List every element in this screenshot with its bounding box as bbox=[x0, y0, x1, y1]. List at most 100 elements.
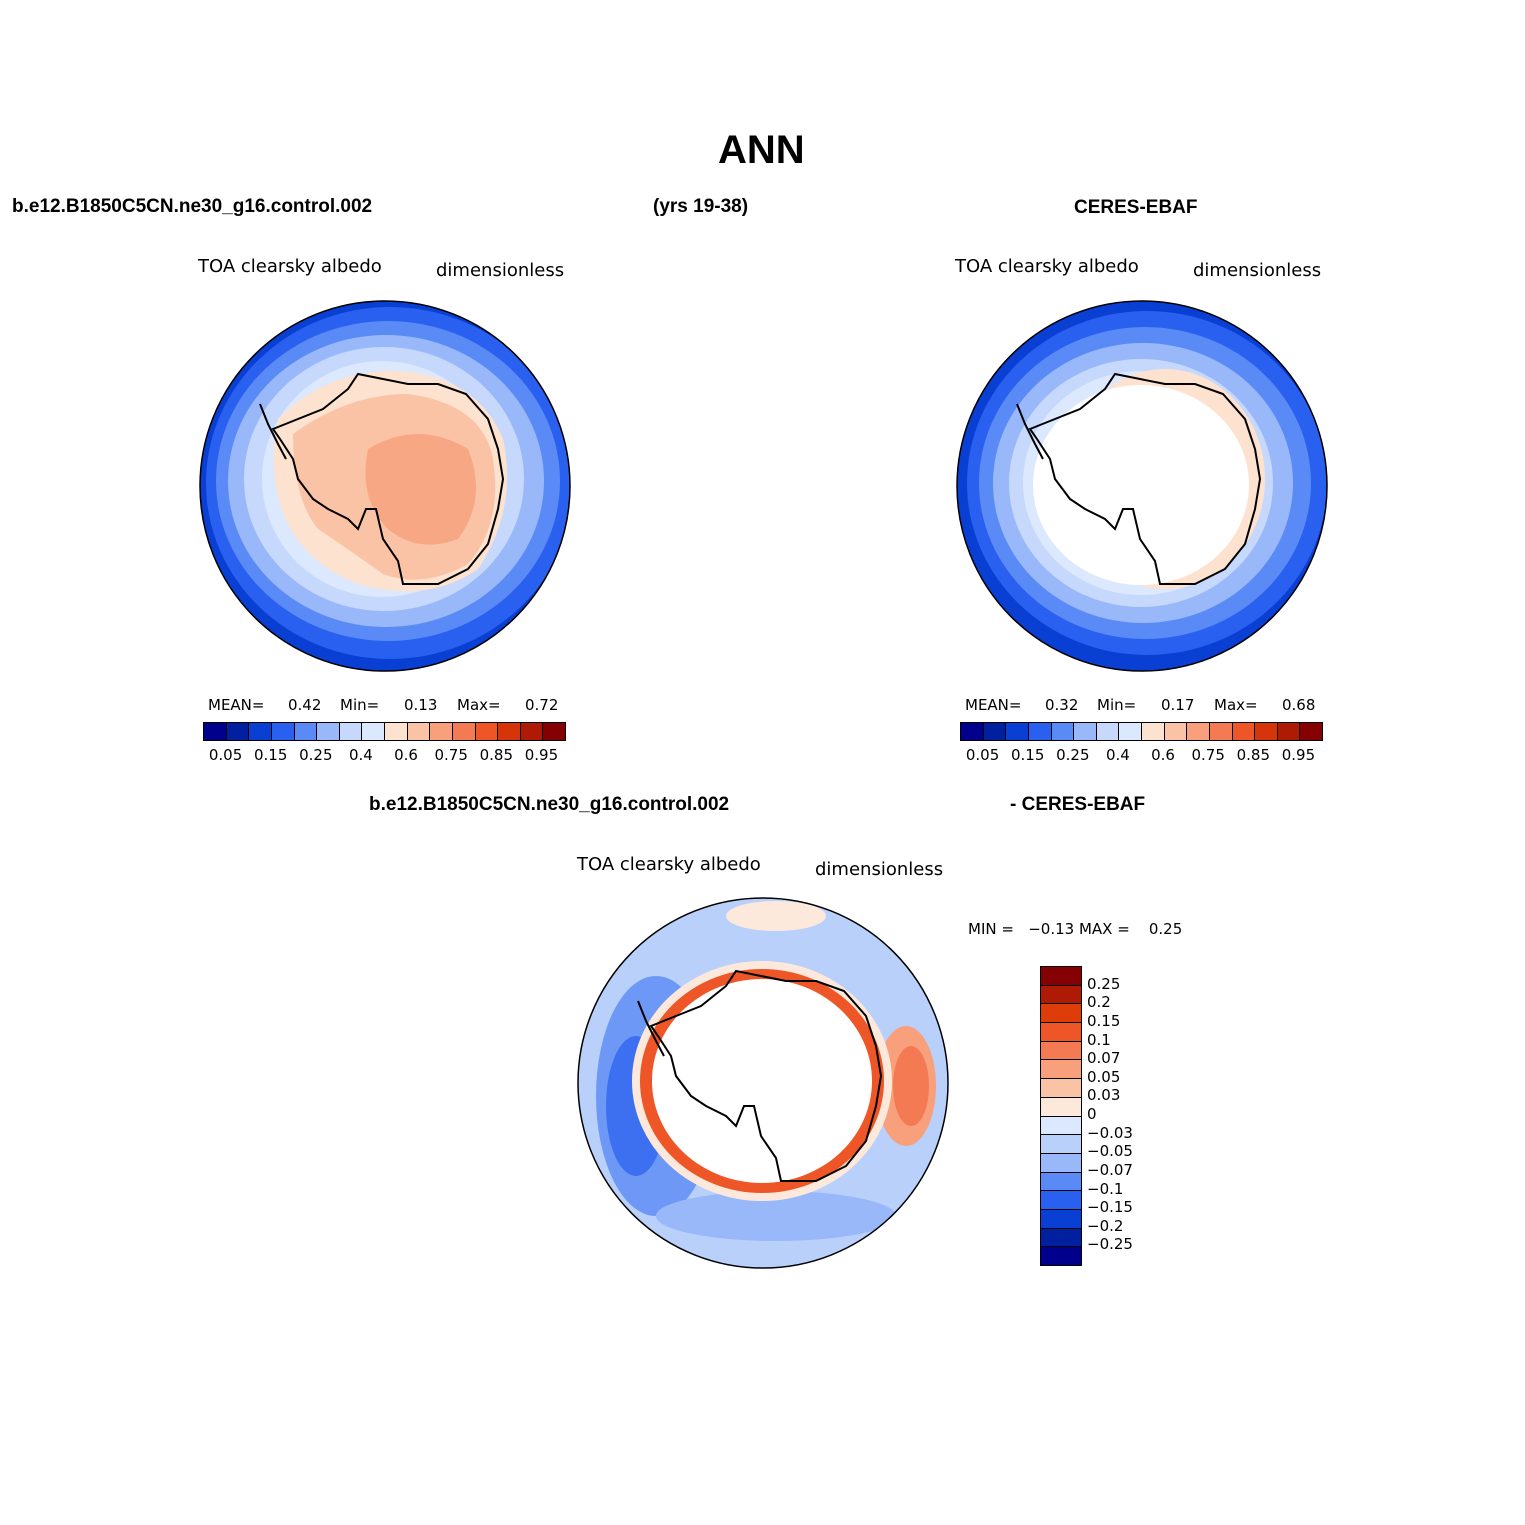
colorbar-swatch bbox=[1164, 723, 1188, 740]
obs-variable-label: TOA clearsky albedo bbox=[955, 256, 1139, 277]
colorbar-tick-label: −0.25 bbox=[1087, 1235, 1133, 1254]
colorbar-swatch bbox=[961, 723, 984, 740]
colorbar-tick-label: 0.15 bbox=[1087, 1011, 1121, 1030]
obs-min-value: 0.17 bbox=[1161, 696, 1195, 714]
colorbar-tick-label: −0.07 bbox=[1087, 1160, 1133, 1179]
colorbar-swatch bbox=[1028, 723, 1052, 740]
colorbar-swatch bbox=[475, 723, 499, 740]
obs-max-label: Max= bbox=[1214, 696, 1258, 714]
colorbar-swatch bbox=[1041, 1097, 1081, 1117]
colorbar-swatch bbox=[271, 723, 295, 740]
colorbar-swatch bbox=[520, 723, 544, 740]
colorbar-tick-label: −0.15 bbox=[1087, 1198, 1133, 1217]
colorbar-tick-label: 0.6 bbox=[394, 746, 418, 764]
colorbar-swatch bbox=[1041, 1228, 1081, 1248]
colorbar-tick-label: 0.4 bbox=[1106, 746, 1130, 764]
colorbar-tick-label: 0.95 bbox=[1281, 746, 1316, 764]
model-max-value: 0.72 bbox=[525, 696, 559, 714]
colorbar-tick-label: 0.25 bbox=[299, 746, 333, 764]
colorbar-tick-label: 0.07 bbox=[1087, 1049, 1121, 1068]
diff-minmax: MIN = −0.13 MAX = 0.25 bbox=[968, 920, 1183, 938]
model-min-value: 0.13 bbox=[404, 696, 438, 714]
obs-units-label: dimensionless bbox=[1193, 260, 1322, 281]
obs-max-value: 0.68 bbox=[1282, 696, 1316, 714]
colorbar-swatch bbox=[1041, 1247, 1081, 1265]
years-label: (yrs 19-38) bbox=[653, 196, 749, 217]
colorbar-swatch bbox=[1041, 1172, 1081, 1192]
model-polar-map bbox=[199, 300, 571, 672]
colorbar-swatch bbox=[1300, 723, 1322, 740]
diff-title-right: - CERES-EBAF bbox=[1010, 794, 1146, 815]
colorbar-swatch bbox=[1041, 1116, 1081, 1136]
colorbar-swatch bbox=[1119, 723, 1142, 740]
colorbar-tick-label: 0.15 bbox=[1010, 746, 1045, 764]
colorbar-swatch bbox=[1041, 967, 1081, 986]
colorbar-swatch bbox=[1277, 723, 1301, 740]
colorbar-tick-label: −0.2 bbox=[1087, 1216, 1124, 1235]
colorbar-swatch bbox=[1255, 723, 1278, 740]
colorbar-swatch bbox=[1041, 1209, 1081, 1229]
diff-variable-label: TOA clearsky albedo bbox=[577, 854, 761, 875]
colorbar-tick-label: −0.05 bbox=[1087, 1142, 1133, 1161]
colorbar-tick-label: 0.25 bbox=[1056, 746, 1090, 764]
colorbar-swatch bbox=[249, 723, 272, 740]
colorbar-swatch bbox=[1096, 723, 1120, 740]
model-units-label: dimensionless bbox=[436, 260, 565, 281]
colorbar-swatch bbox=[430, 723, 453, 740]
model-min-label: Min= bbox=[340, 696, 380, 714]
model-map-border bbox=[199, 300, 571, 672]
colorbar-tick-label: −0.03 bbox=[1087, 1123, 1133, 1142]
colorbar-swatch bbox=[1006, 723, 1029, 740]
obs-name: CERES-EBAF bbox=[1074, 197, 1198, 218]
model-mean-value: 0.42 bbox=[288, 696, 322, 714]
colorbar-tick-label: 0.05 bbox=[965, 746, 1000, 764]
colorbar-swatch bbox=[1041, 1004, 1081, 1024]
colorbar-tick-label: 0.25 bbox=[1087, 974, 1121, 993]
colorbar-tick-label: 0.1 bbox=[1087, 1030, 1111, 1049]
colorbar-swatch bbox=[385, 723, 408, 740]
colorbar-swatch bbox=[1051, 723, 1075, 740]
colorbar-swatch bbox=[1209, 723, 1233, 740]
colorbar-swatch bbox=[317, 723, 340, 740]
colorbar-tick-label: 0.15 bbox=[253, 746, 288, 764]
colorbar-tick-label: 0.05 bbox=[208, 746, 243, 764]
colorbar-tick-label: 0.85 bbox=[479, 746, 514, 764]
colorbar-swatch bbox=[1041, 985, 1081, 1005]
colorbar-swatch bbox=[226, 723, 250, 740]
obs-mean-label: MEAN= bbox=[965, 696, 1022, 714]
colorbar-tick-label: −0.1 bbox=[1087, 1179, 1124, 1198]
colorbar-tick-label: 0.75 bbox=[1191, 746, 1225, 764]
colorbar-tick-label: 0.4 bbox=[349, 746, 373, 764]
colorbar-swatch bbox=[1041, 1023, 1081, 1042]
diff-units-label: dimensionless bbox=[815, 859, 944, 880]
colorbar-swatch bbox=[294, 723, 318, 740]
antarctica-coastline bbox=[271, 372, 505, 585]
colorbar-swatch bbox=[204, 723, 227, 740]
colorbar-tick-label: 0.85 bbox=[1236, 746, 1271, 764]
diff-colorbar bbox=[1040, 966, 1082, 1266]
colorbar-swatch bbox=[498, 723, 521, 740]
colorbar-swatch bbox=[362, 723, 385, 740]
model-colorbar bbox=[203, 722, 566, 741]
colorbar-swatch bbox=[1041, 1060, 1081, 1080]
colorbar-swatch bbox=[407, 723, 431, 740]
colorbar-tick-label: 0 bbox=[1087, 1105, 1097, 1123]
colorbar-swatch bbox=[452, 723, 476, 740]
colorbar-tick-label: 0.05 bbox=[1087, 1067, 1121, 1086]
colorbar-swatch bbox=[1041, 1191, 1081, 1210]
colorbar-swatch bbox=[339, 723, 363, 740]
colorbar-swatch bbox=[1187, 723, 1210, 740]
model-variable-label: TOA clearsky albedo bbox=[198, 256, 382, 277]
colorbar-tick-label: 0.75 bbox=[434, 746, 468, 764]
obs-min-label: Min= bbox=[1097, 696, 1137, 714]
diff-title-left: b.e12.B1850C5CN.ne30_g16.control.002 bbox=[369, 794, 730, 815]
colorbar-swatch bbox=[1232, 723, 1256, 740]
obs-map-border bbox=[956, 300, 1328, 672]
model-mean-label: MEAN= bbox=[208, 696, 265, 714]
obs-mean-value: 0.32 bbox=[1045, 696, 1079, 714]
obs-colorbar bbox=[960, 722, 1323, 741]
antarctica-coastline bbox=[649, 969, 883, 1182]
colorbar-tick-label: 0.2 bbox=[1087, 993, 1111, 1012]
diff-map-border bbox=[577, 897, 949, 1269]
colorbar-swatch bbox=[1074, 723, 1097, 740]
